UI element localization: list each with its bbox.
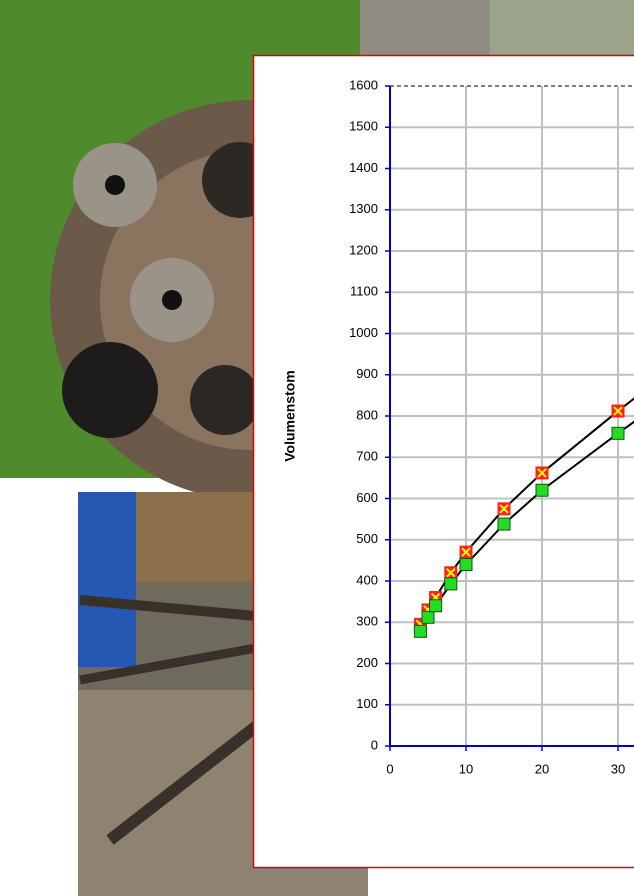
- x-tick-label: 0: [386, 761, 393, 776]
- x-tick-label: 20: [535, 761, 549, 776]
- marker: [460, 559, 472, 571]
- y-tick-label: 500: [356, 531, 378, 546]
- marker: [498, 518, 510, 530]
- y-tick-label: 0: [371, 737, 378, 752]
- x-tick-label: 30: [611, 761, 625, 776]
- y-tick-label: 1400: [349, 160, 378, 175]
- marker: [430, 600, 442, 612]
- y-tick-label: 1100: [350, 284, 378, 299]
- marker: [414, 625, 426, 637]
- y-tick-label: 1600: [349, 77, 378, 92]
- y-tick-label: 900: [356, 366, 378, 381]
- marker: [536, 484, 548, 496]
- page: {"chart_data": {"type": "line", "y_label…: [0, 0, 634, 896]
- marker: [422, 611, 434, 623]
- marker: [445, 578, 457, 590]
- x-tick-label: 10: [459, 761, 473, 776]
- y-tick-label: 400: [356, 572, 378, 587]
- y-axis-label: Volumenstom: [282, 370, 298, 462]
- screenshot: Volumenstom 0100200300400500600700800900…: [0, 0, 634, 896]
- y-tick-label: 1200: [349, 242, 378, 257]
- y-tick-label: 700: [356, 449, 378, 464]
- y-tick-label: 100: [356, 696, 378, 711]
- y-tick-label: 1500: [349, 119, 378, 134]
- y-tick-label: 300: [356, 614, 378, 629]
- y-tick-label: 800: [356, 407, 378, 422]
- y-tick-label: 200: [356, 655, 378, 670]
- y-tick-label: 600: [356, 490, 378, 505]
- marker: [612, 427, 624, 439]
- y-tick-label: 1300: [349, 201, 378, 216]
- y-tick-label: 1000: [349, 325, 378, 340]
